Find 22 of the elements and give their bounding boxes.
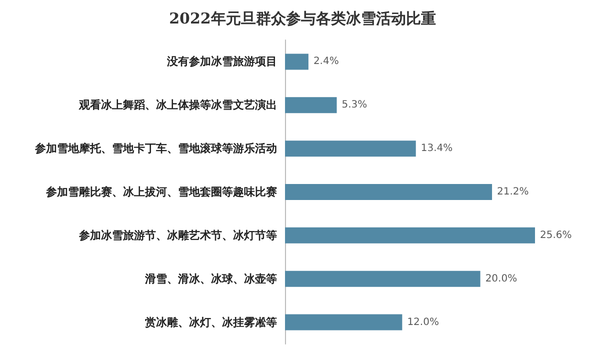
- y-tick-label: 参加雪地摩托、雪地卡丁车、雪地滚球等游乐活动: [34, 142, 277, 156]
- y-tick-label: 滑雪、滑冰、冰球、冰壶等: [144, 272, 277, 286]
- data-label: 13.4%: [420, 143, 453, 154]
- data-label: 2.4%: [313, 56, 339, 68]
- y-tick-label: 观看冰上舞蹈、冰上体操等冰雪文艺演出: [78, 98, 277, 112]
- bar: [285, 54, 308, 70]
- y-tick-label: 参加冰雪旅游节、冰雕艺术节、冰灯节等: [78, 228, 277, 242]
- y-tick-label: 参加雪雕比赛、冰上拔河、雪地套圈等趣味比赛: [45, 186, 277, 198]
- bar: [285, 227, 535, 244]
- bar: [285, 270, 480, 287]
- y-tick-label: 没有参加冰雪旅游项目: [166, 55, 277, 68]
- data-label: 20.0%: [485, 273, 518, 284]
- data-label: 25.6%: [540, 230, 572, 241]
- data-label: 21.2%: [497, 186, 529, 198]
- data-label: 5.3%: [342, 100, 368, 111]
- bar: [285, 184, 492, 200]
- bar: [285, 314, 402, 330]
- y-tick-label: 赏冰雕、冰灯、冰挂雾凇等: [145, 316, 277, 329]
- data-label: 12.0%: [407, 316, 439, 328]
- bar: [285, 97, 337, 114]
- chart-title: 2022年元旦群众参与各类冰雪活动比重: [169, 10, 436, 28]
- bar: [285, 140, 416, 157]
